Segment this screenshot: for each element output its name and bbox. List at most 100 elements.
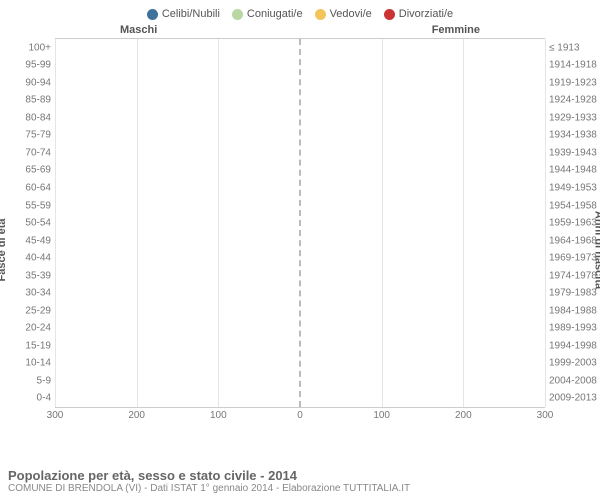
age-label: 35-39 bbox=[25, 270, 55, 281]
legend-swatch bbox=[147, 9, 158, 20]
legend-item: Celibi/Nubili bbox=[147, 8, 220, 20]
age-row: 90-941919-1923 bbox=[55, 74, 545, 92]
gridline bbox=[218, 39, 219, 407]
year-label: 1969-1973 bbox=[545, 253, 597, 264]
age-label: 95-99 bbox=[25, 60, 55, 71]
legend-swatch bbox=[384, 9, 395, 20]
age-label: 80-84 bbox=[25, 112, 55, 123]
legend-swatch bbox=[232, 9, 243, 20]
year-label: 1974-1978 bbox=[545, 270, 597, 281]
header-male: Maschi bbox=[120, 24, 157, 36]
age-label: 30-34 bbox=[25, 288, 55, 299]
age-label: 20-24 bbox=[25, 323, 55, 334]
header-female: Femmine bbox=[432, 24, 480, 36]
year-label: 1929-1933 bbox=[545, 112, 597, 123]
age-row: 5-92004-2008 bbox=[55, 372, 545, 390]
age-row: 60-641949-1953 bbox=[55, 179, 545, 197]
age-label: 85-89 bbox=[25, 95, 55, 106]
age-label: 75-79 bbox=[25, 130, 55, 141]
x-tick-label: 100 bbox=[210, 410, 227, 421]
legend: Celibi/Nubili Coniugati/e Vedovi/e Divorzia… bbox=[0, 0, 600, 24]
age-label: 65-69 bbox=[25, 165, 55, 176]
gridline bbox=[55, 39, 56, 407]
year-label: 1989-1993 bbox=[545, 323, 597, 334]
x-tick-label: 300 bbox=[537, 410, 554, 421]
year-label: 1964-1968 bbox=[545, 235, 597, 246]
column-headers: Maschi Femmine bbox=[0, 24, 600, 38]
age-label: 50-54 bbox=[25, 218, 55, 229]
age-row: 70-741939-1943 bbox=[55, 144, 545, 162]
age-label: 100+ bbox=[28, 42, 55, 53]
legend-label: Coniugati/e bbox=[247, 8, 303, 20]
age-label: 70-74 bbox=[25, 147, 55, 158]
gridline bbox=[463, 39, 464, 407]
age-label: 55-59 bbox=[25, 200, 55, 211]
year-label: 1984-1988 bbox=[545, 305, 597, 316]
year-label: 2009-2013 bbox=[545, 393, 597, 404]
x-axis: 3002001000100200300 bbox=[55, 408, 545, 428]
chart-footer: Popolazione per età, sesso e stato civil… bbox=[8, 468, 410, 494]
age-row: 35-391974-1978 bbox=[55, 267, 545, 285]
age-row: 80-841929-1933 bbox=[55, 109, 545, 127]
age-row: 10-141999-2003 bbox=[55, 355, 545, 373]
legend-item: Vedovi/e bbox=[315, 8, 372, 20]
legend-label: Divorziati/e bbox=[399, 8, 453, 20]
year-label: 1914-1918 bbox=[545, 60, 597, 71]
age-label: 0-4 bbox=[37, 393, 55, 404]
x-tick-label: 0 bbox=[297, 410, 303, 421]
age-row: 40-441969-1973 bbox=[55, 249, 545, 267]
chart-subtitle: COMUNE DI BRENDOLA (VI) - Dati ISTAT 1° … bbox=[8, 483, 410, 494]
year-label: ≤ 1913 bbox=[545, 42, 580, 53]
age-row: 100+≤ 1913 bbox=[55, 39, 545, 57]
year-label: 1924-1928 bbox=[545, 95, 597, 106]
x-tick-label: 100 bbox=[373, 410, 390, 421]
age-label: 25-29 bbox=[25, 305, 55, 316]
year-label: 1999-2003 bbox=[545, 358, 597, 369]
year-label: 1979-1983 bbox=[545, 288, 597, 299]
age-label: 15-19 bbox=[25, 340, 55, 351]
year-label: 1939-1943 bbox=[545, 147, 597, 158]
gridline bbox=[137, 39, 138, 407]
age-label: 10-14 bbox=[25, 358, 55, 369]
plot-area: 100+≤ 191395-991914-191890-941919-192385… bbox=[55, 38, 545, 408]
age-row: 65-691944-1948 bbox=[55, 162, 545, 180]
age-row: 0-42009-2013 bbox=[55, 390, 545, 408]
x-tick-label: 300 bbox=[47, 410, 64, 421]
age-label: 90-94 bbox=[25, 77, 55, 88]
age-row: 15-191994-1998 bbox=[55, 337, 545, 355]
year-label: 1949-1953 bbox=[545, 183, 597, 194]
gridline bbox=[545, 39, 546, 407]
age-row: 25-291984-1988 bbox=[55, 302, 545, 320]
year-label: 1959-1963 bbox=[545, 218, 597, 229]
year-label: 1994-1998 bbox=[545, 340, 597, 351]
legend-item: Coniugati/e bbox=[232, 8, 303, 20]
age-label: 5-9 bbox=[37, 375, 55, 386]
age-row: 20-241989-1993 bbox=[55, 320, 545, 338]
age-label: 45-49 bbox=[25, 235, 55, 246]
chart-rows: 100+≤ 191395-991914-191890-941919-192385… bbox=[55, 39, 545, 407]
year-label: 1944-1948 bbox=[545, 165, 597, 176]
age-label: 40-44 bbox=[25, 253, 55, 264]
year-label: 2004-2008 bbox=[545, 375, 597, 386]
age-row: 45-491964-1968 bbox=[55, 232, 545, 250]
year-label: 1954-1958 bbox=[545, 200, 597, 211]
age-row: 55-591954-1958 bbox=[55, 197, 545, 215]
legend-item: Divorziati/e bbox=[384, 8, 453, 20]
x-tick-label: 200 bbox=[455, 410, 472, 421]
legend-label: Celibi/Nubili bbox=[162, 8, 220, 20]
gridline bbox=[382, 39, 383, 407]
pyramid-chart: 100+≤ 191395-991914-191890-941919-192385… bbox=[55, 38, 545, 428]
age-row: 75-791934-1938 bbox=[55, 127, 545, 145]
legend-label: Vedovi/e bbox=[330, 8, 372, 20]
age-row: 30-341979-1983 bbox=[55, 284, 545, 302]
x-tick-label: 200 bbox=[128, 410, 145, 421]
chart-title: Popolazione per età, sesso e stato civil… bbox=[8, 468, 410, 483]
legend-swatch bbox=[315, 9, 326, 20]
age-row: 85-891924-1928 bbox=[55, 92, 545, 110]
age-row: 50-541959-1963 bbox=[55, 214, 545, 232]
age-label: 60-64 bbox=[25, 183, 55, 194]
year-label: 1919-1923 bbox=[545, 77, 597, 88]
year-label: 1934-1938 bbox=[545, 130, 597, 141]
age-row: 95-991914-1918 bbox=[55, 57, 545, 75]
y-axis-title-left: Fasce di età bbox=[0, 219, 8, 282]
